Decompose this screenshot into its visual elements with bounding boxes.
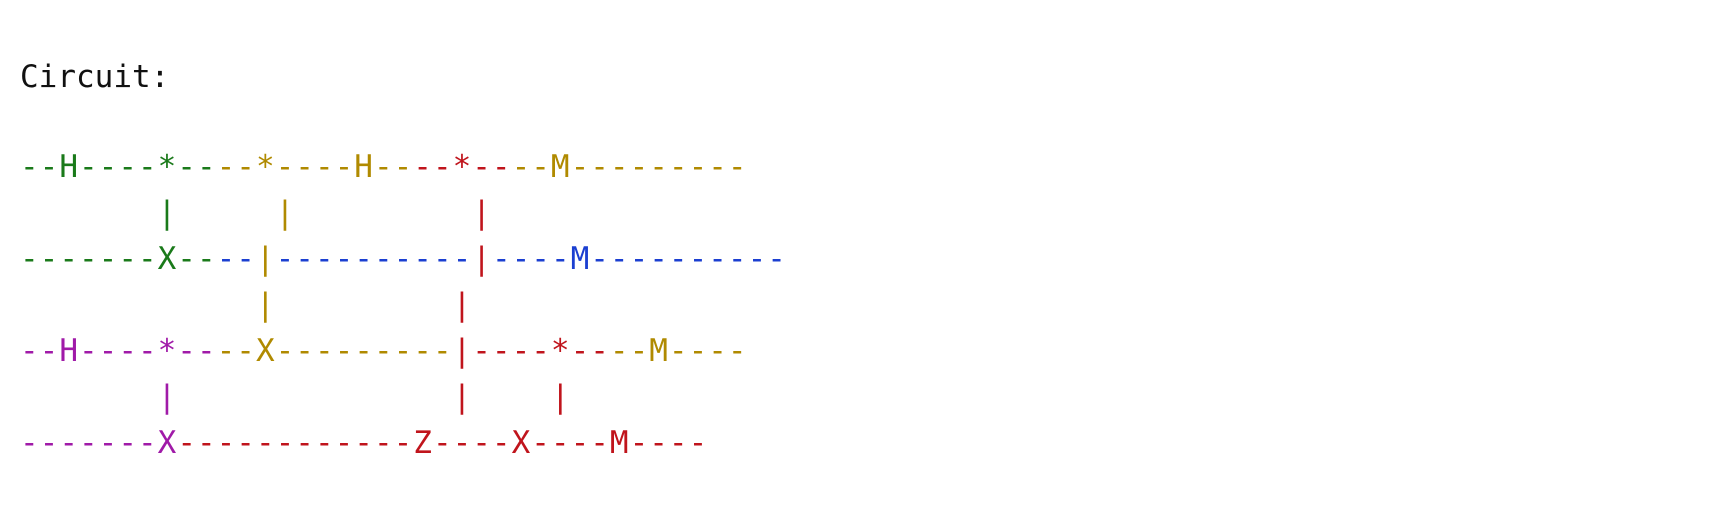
circuit-segment: | xyxy=(432,195,492,231)
circuit-segment: -------X xyxy=(20,425,178,461)
circuit-segment: --M---- xyxy=(609,333,748,369)
circuit-segment: | xyxy=(20,379,237,415)
circuit-segment: | xyxy=(236,195,433,231)
circuit-segment: | xyxy=(413,287,473,323)
circuit-segment: ---------- xyxy=(275,241,473,277)
circuit-row-5: | | | xyxy=(20,374,787,420)
page-title: Circuit: xyxy=(20,59,170,95)
circuit-row-1: | | | xyxy=(20,190,787,236)
circuit-segment: --X--------- xyxy=(216,333,453,369)
circuit-segment: ------------Z----X----M---- xyxy=(177,425,709,461)
circuit-segment: |----*-- xyxy=(452,333,610,369)
circuit-row-6: -------X------------Z----X----M---- xyxy=(20,420,787,466)
circuit-segment: --M--------- xyxy=(511,149,748,185)
circuit-segment: | xyxy=(20,195,237,231)
circuit-row-2: -------X----|----------|----M---------- xyxy=(20,236,787,282)
circuit-segment: | xyxy=(255,241,276,277)
circuit-segment: --*----H-- xyxy=(216,149,414,185)
circuit-row-3: | | xyxy=(20,282,787,328)
circuit-segment: -- xyxy=(216,241,256,277)
circuit-segment: --H----*-- xyxy=(20,333,217,369)
circuit-segment xyxy=(236,379,452,415)
circuit-segment: --*-- xyxy=(413,149,512,185)
circuit-diagram: --H----*----*----H----*----M--------- | … xyxy=(20,144,787,466)
circuit-segment: -------X-- xyxy=(20,241,217,277)
circuit-segment: ----M---------- xyxy=(491,241,787,277)
circuit-row-0: --H----*----*----H----*----M--------- xyxy=(20,144,787,190)
circuit-segment: | | xyxy=(452,379,571,415)
circuit-segment: | xyxy=(472,241,492,277)
circuit-segment: | xyxy=(255,287,414,323)
circuit-segment: --H----*-- xyxy=(20,149,217,185)
circuit-segment xyxy=(20,287,256,323)
circuit-row-4: --H----*----X---------|----*----M---- xyxy=(20,328,787,374)
